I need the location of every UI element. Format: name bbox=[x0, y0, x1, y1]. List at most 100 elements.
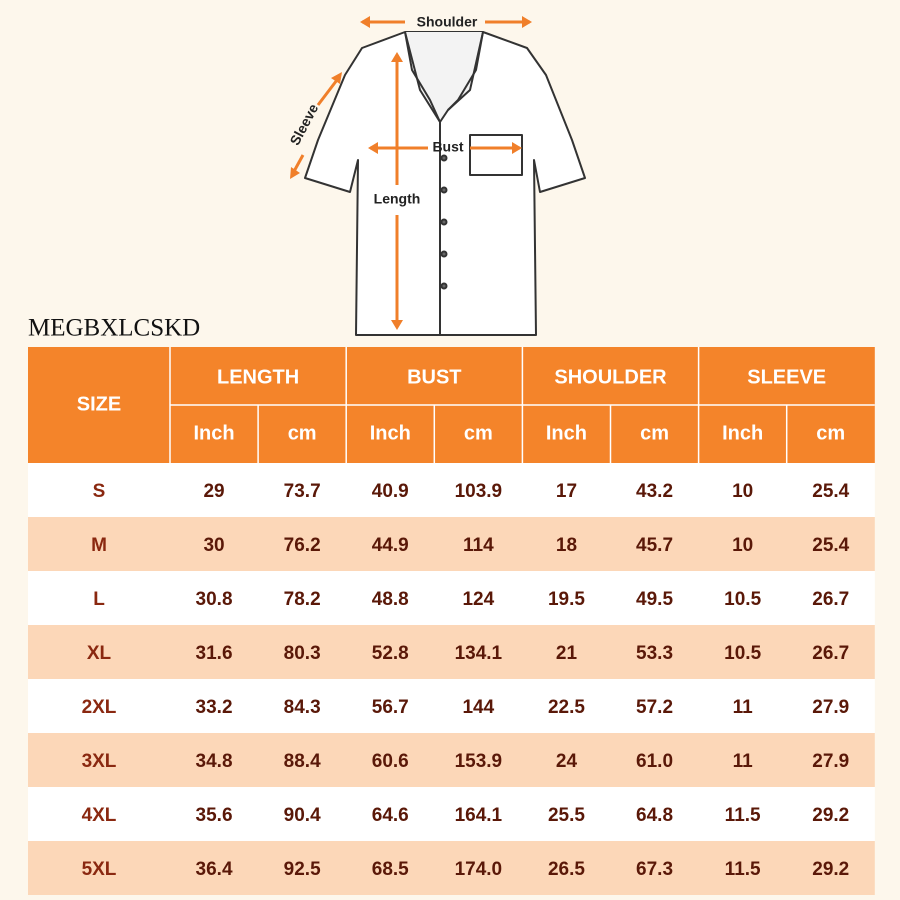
measure-cell: 103.9 bbox=[455, 481, 503, 502]
measure-cell: 19.5 bbox=[548, 589, 585, 610]
measure-cell: 92.5 bbox=[284, 859, 321, 880]
measure-cell: 60.6 bbox=[372, 751, 409, 772]
size-cell: L bbox=[93, 589, 105, 610]
measure-cell: 34.8 bbox=[196, 751, 233, 772]
measure-cell: 36.4 bbox=[196, 859, 233, 880]
measure-cell: 11.5 bbox=[725, 859, 761, 880]
measure-cell: 11 bbox=[733, 751, 754, 772]
size-cell: 5XL bbox=[82, 859, 117, 880]
measure-cell: 64.6 bbox=[372, 805, 409, 826]
measure-cell: 10.5 bbox=[724, 643, 761, 664]
size-cell: XL bbox=[87, 643, 112, 664]
shoulder-label: Shoulder bbox=[417, 14, 478, 30]
measure-cell: 11.5 bbox=[725, 805, 761, 826]
measure-cell: 43.2 bbox=[636, 481, 673, 502]
size-cell: 3XL bbox=[82, 751, 117, 772]
measure-cell: 31.6 bbox=[196, 643, 233, 664]
measure-cell: 29 bbox=[203, 481, 224, 502]
measure-cell: 10 bbox=[732, 535, 753, 556]
measure-cell: 124 bbox=[462, 589, 494, 610]
measure-cell: 27.9 bbox=[812, 751, 849, 772]
measure-cell: 57.2 bbox=[636, 697, 673, 718]
shirt-diagram bbox=[304, 31, 586, 336]
size-cell: 4XL bbox=[82, 805, 117, 826]
unit-header: Inch bbox=[722, 422, 763, 444]
measure-cell: 90.4 bbox=[284, 805, 321, 826]
measure-cell: 174.0 bbox=[455, 859, 503, 880]
product-code: MEGBXLCSKD bbox=[28, 315, 200, 342]
measure-cell: 29.2 bbox=[812, 805, 849, 826]
unit-header: Inch bbox=[193, 422, 234, 444]
size-table: SIZE LENGTH BUST SHOULDER SLEEVE Inch cm Inch cm… bbox=[28, 347, 875, 895]
measure-cell: 67.3 bbox=[636, 859, 673, 880]
measure-cell: 26.7 bbox=[812, 589, 849, 610]
unit-header: cm bbox=[464, 422, 493, 444]
measure-cell: 40.9 bbox=[372, 481, 409, 502]
size-header: SIZE bbox=[77, 393, 121, 415]
measure-cell: 21 bbox=[556, 643, 578, 664]
group-header: SLEEVE bbox=[747, 366, 826, 388]
group-header: SHOULDER bbox=[554, 366, 667, 388]
row-bg bbox=[28, 625, 875, 679]
measure-cell: 144 bbox=[462, 697, 494, 718]
measure-cell: 24 bbox=[556, 751, 578, 772]
measure-cell: 78.2 bbox=[284, 589, 321, 610]
measure-cell: 56.7 bbox=[372, 697, 409, 718]
unit-header: cm bbox=[288, 422, 317, 444]
measure-cell: 44.9 bbox=[372, 535, 409, 556]
measure-cell: 134.1 bbox=[455, 643, 503, 664]
measure-cell: 29.2 bbox=[812, 859, 849, 880]
measure-cell: 22.5 bbox=[548, 697, 585, 718]
measure-cell: 48.8 bbox=[372, 589, 409, 610]
row-bg bbox=[28, 571, 875, 625]
row-bg bbox=[28, 841, 875, 895]
measure-cell: 49.5 bbox=[636, 589, 673, 610]
group-header: BUST bbox=[407, 366, 461, 388]
measure-cell: 10 bbox=[732, 481, 753, 502]
group-header: LENGTH bbox=[217, 366, 299, 388]
size-cell: S bbox=[93, 481, 106, 502]
measure-cell: 30.8 bbox=[196, 589, 233, 610]
measure-arrows bbox=[290, 16, 532, 330]
measure-cell: 76.2 bbox=[284, 535, 321, 556]
unit-header: cm bbox=[816, 422, 845, 444]
measure-cell: 18 bbox=[556, 535, 577, 556]
row-bg bbox=[28, 733, 875, 787]
row-bg bbox=[28, 787, 875, 841]
measure-cell: 11 bbox=[733, 697, 754, 718]
measure-cell: 53.3 bbox=[636, 643, 673, 664]
measure-cell: 17 bbox=[556, 481, 577, 502]
measure-cell: 88.4 bbox=[284, 751, 321, 772]
size-cell: M bbox=[91, 535, 107, 556]
measure-cell: 84.3 bbox=[284, 697, 321, 718]
row-bg bbox=[28, 517, 875, 571]
measure-cell: 61.0 bbox=[636, 751, 673, 772]
length-label: Length bbox=[374, 191, 421, 207]
bust-label: Bust bbox=[432, 139, 463, 155]
measure-cell: 64.8 bbox=[636, 805, 673, 826]
measure-cell: 25.5 bbox=[548, 805, 585, 826]
measure-cell: 27.9 bbox=[812, 697, 849, 718]
measure-cell: 33.2 bbox=[196, 697, 233, 718]
measure-cell: 114 bbox=[463, 535, 494, 556]
measure-cell: 164.1 bbox=[455, 805, 503, 826]
unit-header: Inch bbox=[370, 422, 411, 444]
measure-cell: 25.4 bbox=[812, 535, 849, 556]
measure-cell: 68.5 bbox=[372, 859, 409, 880]
row-bg bbox=[28, 679, 875, 733]
measure-cell: 52.8 bbox=[372, 643, 409, 664]
measure-cell: 35.6 bbox=[196, 805, 233, 826]
measure-cell: 26.5 bbox=[548, 859, 585, 880]
measure-cell: 153.9 bbox=[455, 751, 503, 772]
measure-cell: 25.4 bbox=[812, 481, 849, 502]
measure-cell: 10.5 bbox=[724, 589, 761, 610]
measure-cell: 45.7 bbox=[636, 535, 673, 556]
measure-cell: 73.7 bbox=[284, 481, 321, 502]
size-cell: 2XL bbox=[82, 697, 117, 718]
measure-cell: 26.7 bbox=[812, 643, 849, 664]
unit-header: Inch bbox=[546, 422, 587, 444]
measure-cell: 80.3 bbox=[284, 643, 321, 664]
unit-header: cm bbox=[640, 422, 669, 444]
measure-cell: 30 bbox=[203, 535, 224, 556]
